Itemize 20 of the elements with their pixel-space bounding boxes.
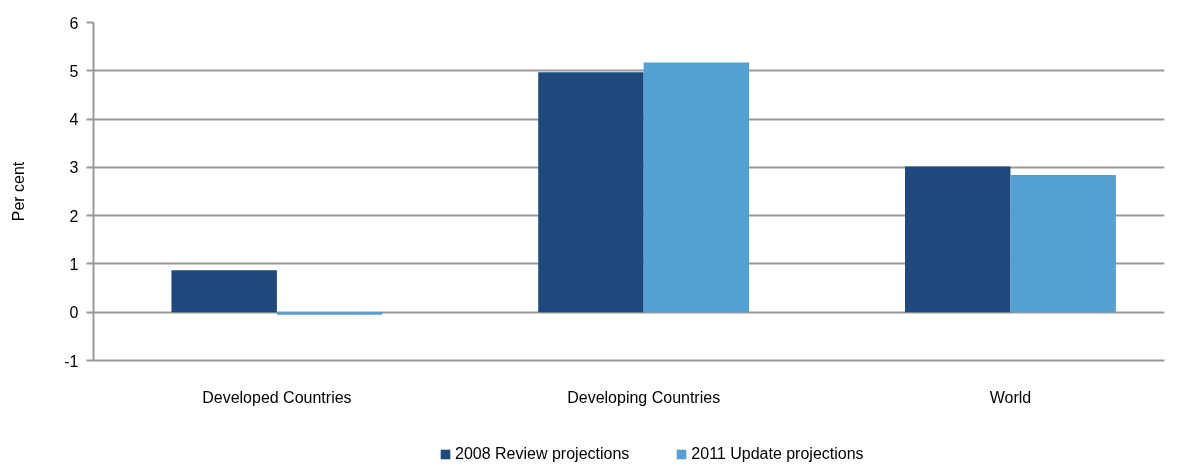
bar [905,166,1011,313]
x-tick-label: World [989,388,1032,406]
bar [1010,175,1116,313]
x-tick-label: Developed Countries [202,388,352,406]
bar [171,270,277,313]
bar [276,312,383,315]
y-axis-title: Per cent [10,161,28,222]
y-tick-label: -1 [64,352,79,370]
y-tick-label: 3 [69,159,79,177]
x-tick-label: Developing Countries [567,388,721,406]
y-tick-label: 4 [69,111,79,129]
legend-label: 2011 Update projections [691,445,864,463]
y-tick-label: 6 [69,14,79,32]
legend-label: 2008 Review projections [455,445,630,463]
y-tick-label: 5 [69,62,79,80]
y-tick-label: 0 [69,304,79,322]
bar [538,72,644,313]
y-tick-label: 2 [69,207,79,225]
y-tick-label: 1 [69,255,79,273]
bar [643,62,750,313]
